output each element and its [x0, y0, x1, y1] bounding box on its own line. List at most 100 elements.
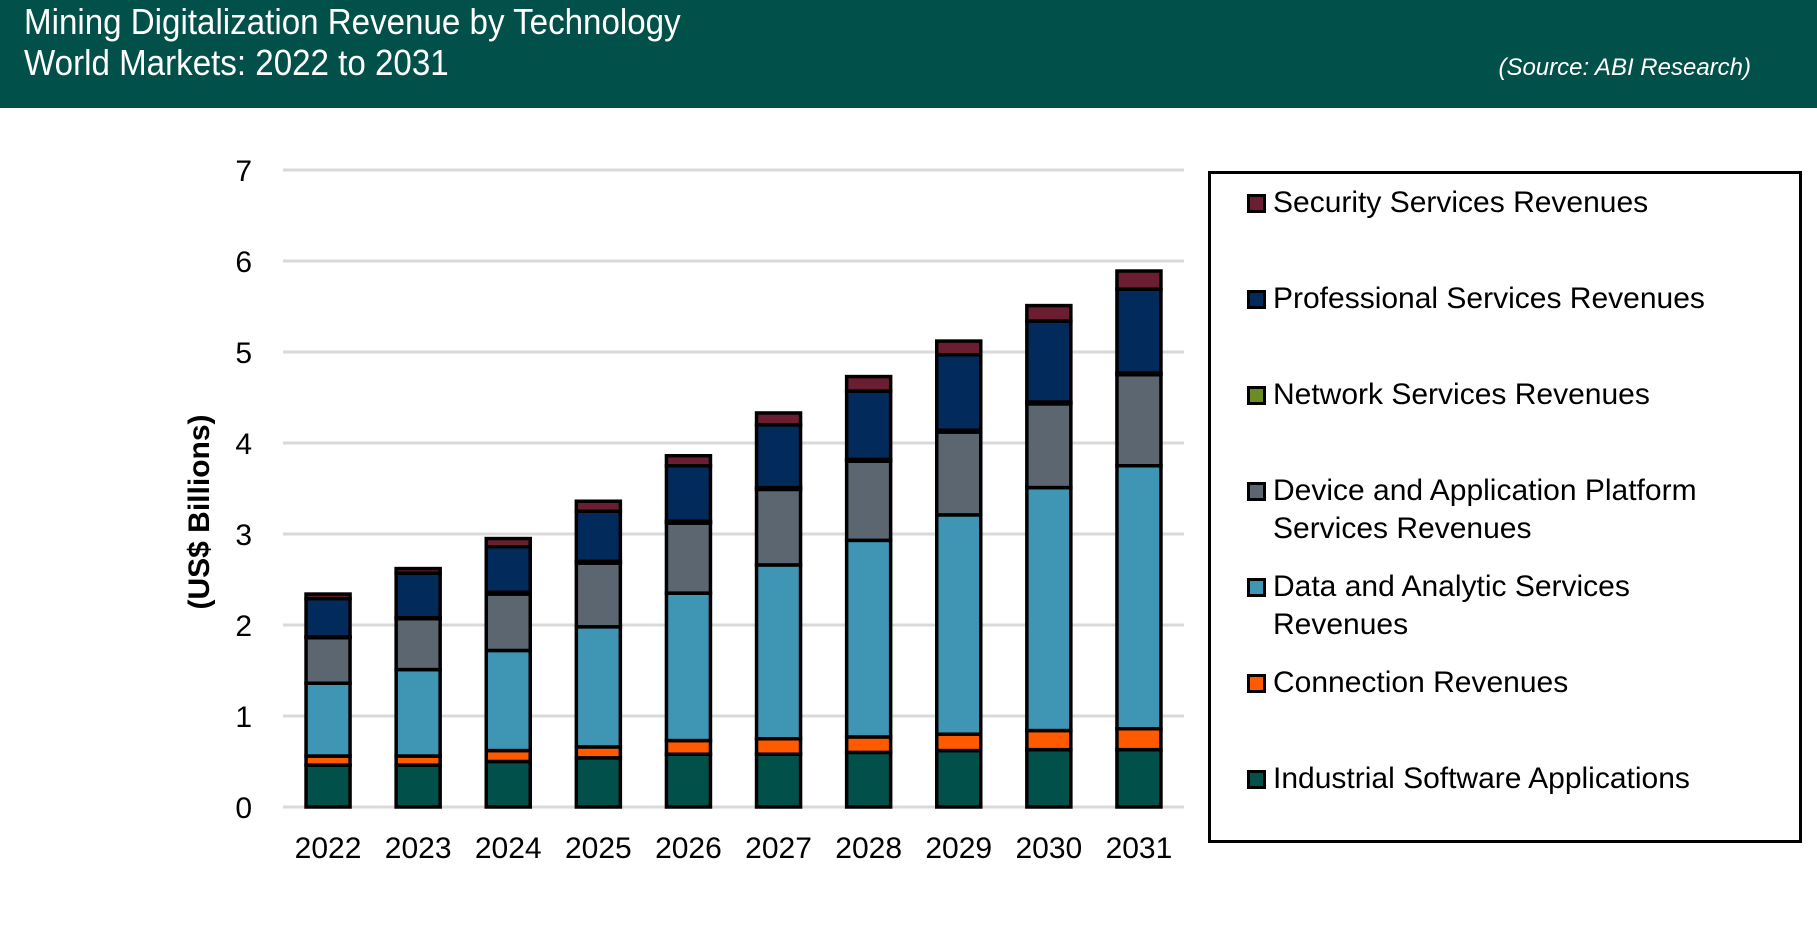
bar-segment — [754, 487, 803, 567]
bar-segment — [664, 521, 713, 595]
y-tick-label: 0 — [235, 792, 252, 825]
bar-stack-2029 — [935, 339, 983, 809]
x-tick-label: 2024 — [475, 832, 542, 865]
source-note: (Source: ABI Research) — [1498, 54, 1751, 81]
bar-segment — [1115, 269, 1163, 291]
x-tick-label: 2029 — [925, 832, 992, 865]
legend-label: Industrial Software Applications — [1273, 762, 1690, 795]
bar-segment — [304, 592, 352, 601]
chart-subtitle: World Markets: 2022 to 2031 — [24, 42, 449, 83]
bars — [304, 269, 1163, 809]
bar-segment — [484, 536, 532, 549]
bar-segment — [754, 411, 803, 427]
x-tick-label: 2022 — [295, 832, 362, 865]
legend-item-data-analytics: Data and Analytic Services Revenues — [1247, 568, 1687, 644]
bar-segment — [1025, 402, 1073, 490]
bar-stack-2027 — [754, 411, 803, 809]
y-axis-ticks: 0 1 2 3 4 5 6 7 — [235, 155, 252, 825]
bar-segment — [394, 566, 442, 575]
legend-label: Network Services Revenues — [1273, 378, 1650, 411]
bar-segment — [664, 591, 713, 743]
y-tick-label: 6 — [235, 246, 252, 279]
bar-segment — [1115, 287, 1163, 375]
bar-stack-2031 — [1115, 269, 1163, 809]
bar-segment — [1025, 747, 1073, 809]
legend-label: Connection Revenues — [1273, 666, 1569, 699]
bar-segment — [844, 735, 893, 755]
bar-segment — [394, 763, 442, 809]
bar-segment — [754, 737, 803, 756]
bar-segment — [394, 571, 442, 620]
bar-stack-2030 — [1025, 303, 1073, 809]
bar-segment — [1115, 373, 1163, 468]
bar-segment — [304, 635, 352, 685]
bar-segment — [844, 750, 893, 809]
bar-segment — [844, 459, 893, 543]
bar-segment — [484, 544, 532, 594]
bar-segment — [844, 389, 893, 462]
x-tick-label: 2028 — [835, 832, 902, 865]
bar-segment — [935, 732, 983, 753]
bar-stack-2028 — [844, 374, 893, 809]
y-tick-label: 4 — [235, 428, 252, 461]
bar-segment — [394, 667, 442, 758]
bar-stack-2025 — [574, 499, 623, 809]
legend-item-professional: Professional Services Revenues — [1247, 280, 1705, 318]
bar-segment — [1115, 464, 1163, 731]
bar-segment — [304, 596, 352, 639]
bar-segment — [1115, 747, 1163, 809]
legend-item-device-platform: Device and Application Platform Services… — [1247, 472, 1747, 548]
legend-swatch-icon — [1247, 578, 1266, 597]
bar-segment — [754, 423, 803, 490]
chart-title: Mining Digitalization Revenue by Technol… — [24, 1, 681, 42]
bar-segment — [1115, 726, 1163, 752]
bar-segment — [935, 430, 983, 517]
bar-segment — [304, 763, 352, 809]
y-axis-label: (US$ Billions) — [183, 414, 216, 609]
x-tick-label: 2030 — [1015, 832, 1082, 865]
bar-segment — [484, 759, 532, 809]
x-tick-label: 2031 — [1106, 832, 1173, 865]
bar-stack-2026 — [664, 453, 713, 809]
bar-segment — [844, 538, 893, 739]
legend-label: Security Services Revenues — [1273, 186, 1649, 219]
bar-stack-2022 — [304, 592, 352, 809]
x-tick-label: 2026 — [655, 832, 722, 865]
bar-segment — [935, 352, 983, 433]
bar-segment — [844, 374, 893, 393]
bar-segment — [574, 561, 623, 629]
bar-segment — [1025, 485, 1073, 733]
legend-item-security: Security Services Revenues — [1247, 184, 1648, 222]
bar-segment — [664, 453, 713, 468]
y-tick-label: 3 — [235, 519, 252, 552]
bar-segment — [484, 648, 532, 753]
bar-segment — [754, 563, 803, 741]
bar-segment — [664, 752, 713, 809]
legend-swatch-icon — [1247, 674, 1266, 693]
bar-segment — [1025, 728, 1073, 752]
legend-swatch-icon — [1247, 770, 1266, 789]
x-tick-label: 2027 — [745, 832, 812, 865]
bar-segment — [484, 592, 532, 653]
legend-item-connection: Connection Revenues — [1247, 664, 1568, 702]
legend-swatch-icon — [1247, 386, 1266, 405]
y-tick-label: 7 — [235, 155, 252, 188]
legend-label: Data and Analytic Services Revenues — [1273, 570, 1630, 641]
x-tick-label: 2025 — [565, 832, 632, 865]
x-axis-ticks: 2022 2023 2024 2025 2026 2027 2028 2029 2030 2031 — [295, 832, 1173, 865]
legend: Security Services Revenues Professional … — [1208, 171, 1802, 843]
legend-item-industrial-software: Industrial Software Applications — [1247, 760, 1690, 798]
bar-segment — [664, 738, 713, 756]
x-tick-label: 2023 — [385, 832, 452, 865]
bar-segment — [394, 616, 442, 672]
legend-label: Professional Services Revenues — [1273, 282, 1705, 315]
bar-segment — [935, 339, 983, 357]
legend-item-network: Network Services Revenues — [1247, 376, 1650, 414]
y-tick-label: 5 — [235, 337, 252, 370]
y-tick-label: 1 — [235, 701, 252, 734]
bar-segment — [935, 748, 983, 809]
bar-segment — [304, 681, 352, 758]
bar-segment — [1025, 319, 1073, 404]
chart-header: Mining Digitalization Revenue by Technol… — [0, 0, 1817, 108]
